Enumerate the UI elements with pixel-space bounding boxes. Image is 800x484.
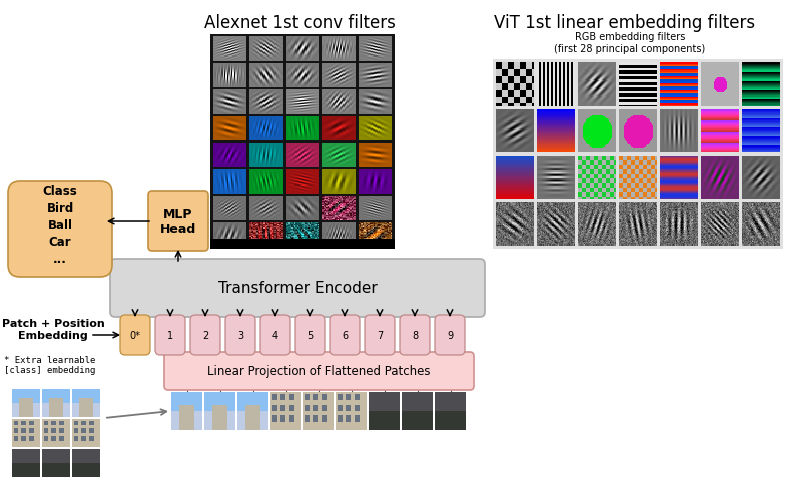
Text: MLP
Head: MLP Head — [160, 208, 196, 236]
FancyBboxPatch shape — [400, 316, 430, 355]
FancyBboxPatch shape — [365, 316, 395, 355]
FancyBboxPatch shape — [225, 316, 255, 355]
Text: 7: 7 — [377, 330, 383, 340]
FancyBboxPatch shape — [260, 316, 290, 355]
Text: Transformer Encoder: Transformer Encoder — [218, 281, 378, 296]
FancyBboxPatch shape — [164, 352, 474, 390]
Text: RGB embedding filters
(first 28 principal components): RGB embedding filters (first 28 principa… — [554, 32, 706, 54]
FancyBboxPatch shape — [110, 259, 485, 318]
FancyBboxPatch shape — [155, 316, 185, 355]
Text: * Extra learnable
[class] embedding: * Extra learnable [class] embedding — [4, 355, 96, 375]
Text: 1: 1 — [167, 330, 173, 340]
Text: 8: 8 — [412, 330, 418, 340]
Text: Class
Bird
Ball
Car
...: Class Bird Ball Car ... — [42, 185, 78, 266]
Text: 9: 9 — [447, 330, 453, 340]
FancyBboxPatch shape — [190, 316, 220, 355]
Text: 6: 6 — [342, 330, 348, 340]
FancyBboxPatch shape — [8, 182, 112, 277]
Text: 5: 5 — [307, 330, 313, 340]
Text: Linear Projection of Flattened Patches: Linear Projection of Flattened Patches — [207, 365, 430, 378]
Text: 2: 2 — [202, 330, 208, 340]
FancyBboxPatch shape — [330, 316, 360, 355]
Text: Alexnet 1st conv filters: Alexnet 1st conv filters — [204, 14, 396, 32]
Text: ViT 1st linear embedding filters: ViT 1st linear embedding filters — [494, 14, 755, 32]
FancyBboxPatch shape — [148, 192, 208, 252]
FancyBboxPatch shape — [435, 316, 465, 355]
FancyBboxPatch shape — [295, 316, 325, 355]
Text: 4: 4 — [272, 330, 278, 340]
FancyBboxPatch shape — [120, 316, 150, 355]
Text: 0*: 0* — [130, 330, 141, 340]
Text: Patch + Position
Embedding: Patch + Position Embedding — [2, 318, 104, 340]
Text: 3: 3 — [237, 330, 243, 340]
